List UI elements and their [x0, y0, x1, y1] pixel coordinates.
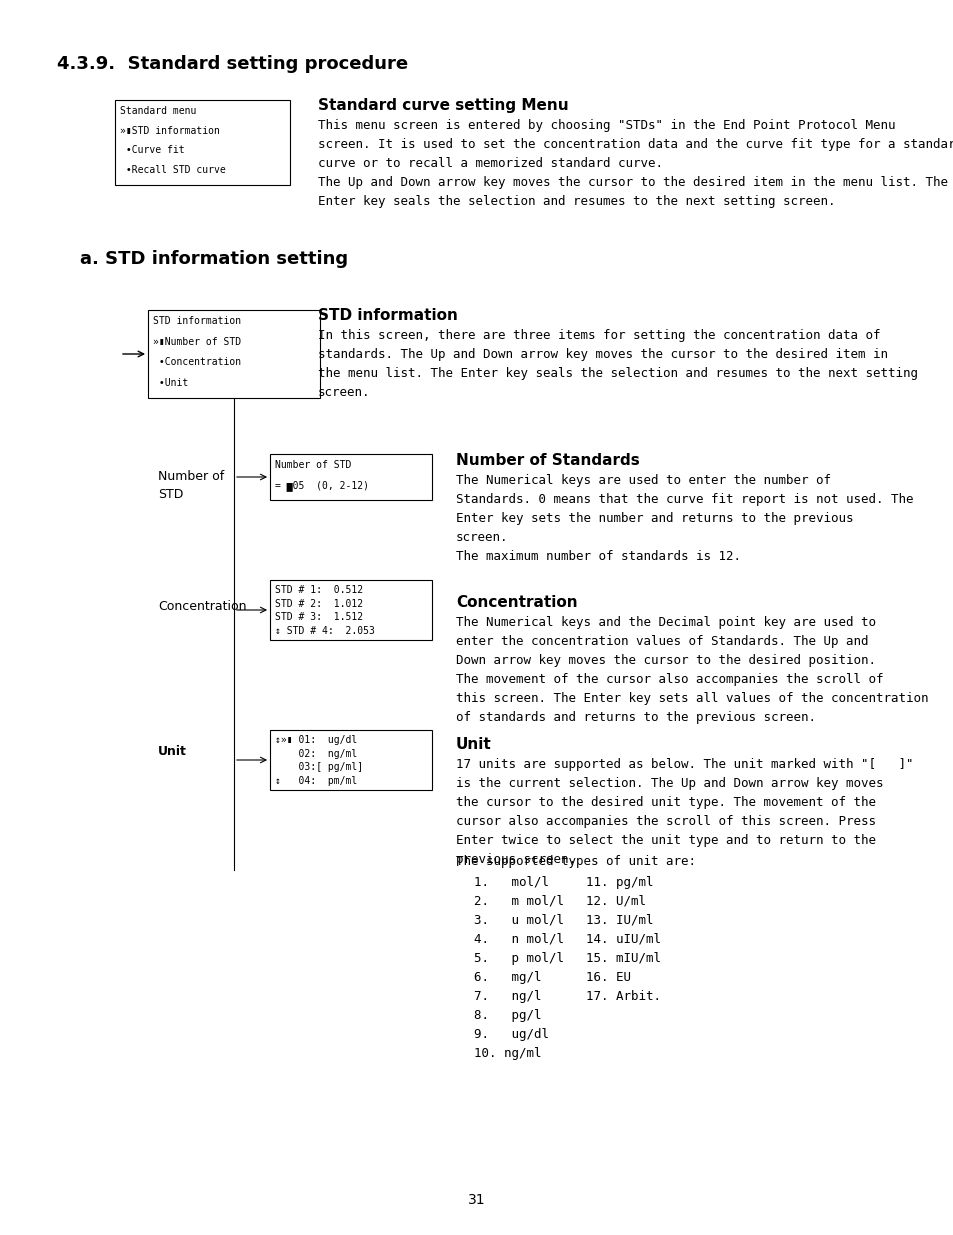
Text: 17. Arbit.: 17. Arbit.	[585, 990, 660, 1003]
Text: STD information: STD information	[317, 308, 457, 324]
Text: STD # 2:  1.012: STD # 2: 1.012	[274, 599, 363, 609]
Text: previous screen.: previous screen.	[456, 852, 576, 866]
Text: Enter twice to select the unit type and to return to the: Enter twice to select the unit type and …	[456, 834, 875, 847]
Text: 13. IU/ml: 13. IU/ml	[585, 914, 653, 927]
Text: Unit: Unit	[456, 737, 491, 752]
Text: Unit: Unit	[158, 745, 187, 758]
Text: Number of STD: Number of STD	[274, 459, 351, 471]
Text: STD # 1:  0.512: STD # 1: 0.512	[274, 585, 363, 595]
Text: The Numerical keys and the Decimal point key are used to: The Numerical keys and the Decimal point…	[456, 616, 875, 629]
Text: •Unit: •Unit	[152, 378, 188, 388]
Text: »▮STD information: »▮STD information	[120, 126, 219, 136]
Text: 8.   pg/l: 8. pg/l	[474, 1009, 541, 1021]
Text: Standards. 0 means that the curve fit report is not used. The: Standards. 0 means that the curve fit re…	[456, 493, 913, 506]
Text: The maximum number of standards is 12.: The maximum number of standards is 12.	[456, 550, 740, 563]
Text: Number of: Number of	[158, 471, 224, 483]
Text: screen.: screen.	[456, 531, 508, 543]
Text: 3.   u mol/l: 3. u mol/l	[474, 914, 563, 927]
FancyBboxPatch shape	[148, 310, 319, 398]
FancyBboxPatch shape	[270, 730, 432, 790]
Text: 03:[ pg/ml]: 03:[ pg/ml]	[274, 762, 363, 772]
Text: 14. uIU/ml: 14. uIU/ml	[585, 932, 660, 946]
Text: »▮Number of STD: »▮Number of STD	[152, 337, 241, 347]
Text: •Recall STD curve: •Recall STD curve	[120, 165, 226, 175]
Text: this screen. The Enter key sets all values of the concentration: this screen. The Enter key sets all valu…	[456, 692, 927, 705]
Text: 5.   p mol/l: 5. p mol/l	[474, 952, 563, 965]
Text: ↕   04:  pm/ml: ↕ 04: pm/ml	[274, 776, 356, 785]
FancyBboxPatch shape	[270, 580, 432, 640]
Text: screen. It is used to set the concentration data and the curve fit type for a st: screen. It is used to set the concentrat…	[317, 138, 953, 151]
Text: screen.: screen.	[317, 385, 370, 399]
Text: 6.   mg/l: 6. mg/l	[474, 971, 541, 984]
Text: The Numerical keys are used to enter the number of: The Numerical keys are used to enter the…	[456, 474, 830, 487]
FancyBboxPatch shape	[270, 454, 432, 500]
Text: standards. The Up and Down arrow key moves the cursor to the desired item in: standards. The Up and Down arrow key mov…	[317, 348, 887, 361]
Text: STD information: STD information	[152, 316, 241, 326]
Text: 2.   m mol/l: 2. m mol/l	[474, 895, 563, 908]
Text: a. STD information setting: a. STD information setting	[80, 249, 348, 268]
Text: is the current selection. The Up and Down arrow key moves: is the current selection. The Up and Dow…	[456, 777, 882, 789]
Text: 11. pg/ml: 11. pg/ml	[585, 876, 653, 889]
Text: 17 units are supported as below. The unit marked with "[   ]": 17 units are supported as below. The uni…	[456, 758, 913, 771]
Text: STD # 3:  1.512: STD # 3: 1.512	[274, 613, 363, 622]
Text: enter the concentration values of Standards. The Up and: enter the concentration values of Standa…	[456, 635, 867, 648]
Text: 10. ng/ml: 10. ng/ml	[474, 1047, 541, 1060]
Text: Down arrow key moves the cursor to the desired position.: Down arrow key moves the cursor to the d…	[456, 653, 875, 667]
Text: Standard curve setting Menu: Standard curve setting Menu	[317, 98, 568, 112]
Text: curve or to recall a memorized standard curve.: curve or to recall a memorized standard …	[317, 157, 662, 169]
Text: The supported types of unit are:: The supported types of unit are:	[456, 855, 696, 868]
Text: 4.3.9.  Standard setting procedure: 4.3.9. Standard setting procedure	[57, 56, 408, 73]
FancyBboxPatch shape	[115, 100, 290, 185]
Text: Standard menu: Standard menu	[120, 106, 196, 116]
Text: 16. EU: 16. EU	[585, 971, 630, 984]
Text: The Up and Down arrow key moves the cursor to the desired item in the menu list.: The Up and Down arrow key moves the curs…	[317, 175, 947, 189]
Text: 02:  ng/ml: 02: ng/ml	[274, 748, 356, 758]
Text: This menu screen is entered by choosing "STDs" in the End Point Protocol Menu: This menu screen is entered by choosing …	[317, 119, 895, 132]
Text: 9.   ug/dl: 9. ug/dl	[474, 1028, 548, 1041]
Text: Enter key seals the selection and resumes to the next setting screen.: Enter key seals the selection and resume…	[317, 195, 835, 207]
Text: ↕»▮ 01:  ug/dl: ↕»▮ 01: ug/dl	[274, 735, 356, 745]
Text: In this screen, there are three items for setting the concentration data of: In this screen, there are three items fo…	[317, 329, 880, 342]
Text: = ▆05  (0, 2-12): = ▆05 (0, 2-12)	[274, 480, 369, 490]
Text: 4.   n mol/l: 4. n mol/l	[474, 932, 563, 946]
Text: the cursor to the desired unit type. The movement of the: the cursor to the desired unit type. The…	[456, 795, 875, 809]
Text: •Curve fit: •Curve fit	[120, 146, 185, 156]
Text: cursor also accompanies the scroll of this screen. Press: cursor also accompanies the scroll of th…	[456, 815, 875, 827]
Text: Concentration: Concentration	[158, 600, 246, 613]
Text: Enter key sets the number and returns to the previous: Enter key sets the number and returns to…	[456, 511, 853, 525]
Text: 15. mIU/ml: 15. mIU/ml	[585, 952, 660, 965]
Text: STD: STD	[158, 488, 183, 500]
Text: The movement of the cursor also accompanies the scroll of: The movement of the cursor also accompan…	[456, 673, 882, 685]
Text: Concentration: Concentration	[456, 595, 577, 610]
Text: ↕ STD # 4:  2.053: ↕ STD # 4: 2.053	[274, 625, 375, 636]
Text: 12. U/ml: 12. U/ml	[585, 895, 645, 908]
Text: •Concentration: •Concentration	[152, 357, 241, 367]
Text: Number of Standards: Number of Standards	[456, 453, 639, 468]
Text: of standards and returns to the previous screen.: of standards and returns to the previous…	[456, 711, 815, 724]
Text: 31: 31	[468, 1193, 485, 1207]
Text: the menu list. The Enter key seals the selection and resumes to the next setting: the menu list. The Enter key seals the s…	[317, 367, 917, 380]
Text: 7.   ng/l: 7. ng/l	[474, 990, 541, 1003]
Text: 1.   mol/l: 1. mol/l	[474, 876, 548, 889]
